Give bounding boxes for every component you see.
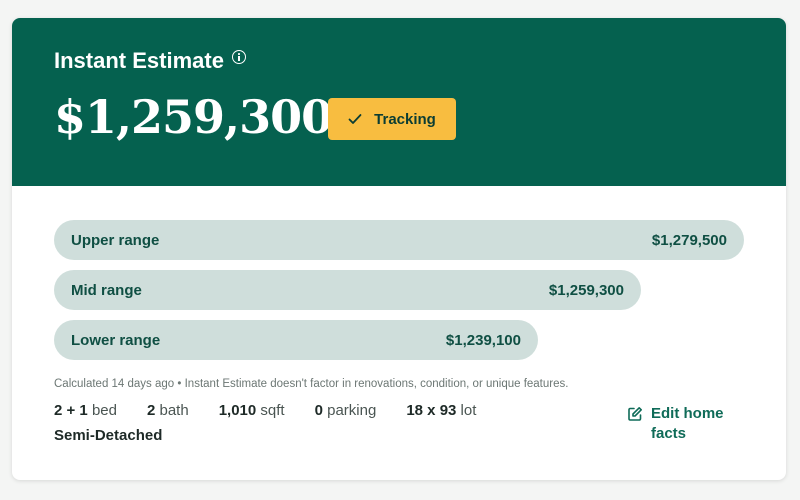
estimate-price: $1,259,300 [54,90,333,144]
mid-range-bar: Mid range $1,259,300 [54,270,641,310]
lower-range-value: $1,239,100 [445,331,521,349]
fact-baths-unit: bath [159,402,189,419]
fact-lot-unit: lot [460,402,477,419]
home-type: Semi-Detached [54,427,163,444]
estimate-note: Calculated 14 days ago • Instant Estimat… [54,378,569,390]
fact-sqft-unit: sqft [260,402,285,419]
mid-range-value: $1,259,300 [548,281,624,299]
upper-range-label: Upper range [71,231,160,249]
fact-baths: 2 bath [147,402,189,419]
lower-range-label: Lower range [71,331,161,349]
fact-parking: 0 parking [315,402,377,419]
edit-icon [628,407,642,421]
upper-range-value: $1,279,500 [651,231,727,249]
edit-home-facts-link[interactable]: Edit home facts [627,404,737,444]
estimate-title-row: Instant Estimate [54,48,246,74]
edit-home-facts-label: Edit home facts [651,405,724,442]
fact-lot-value: 18 x 93 [406,402,457,419]
check-icon [348,114,362,124]
fact-lot: 18 x 93 lot [406,402,476,419]
tracking-button[interactable]: Tracking [328,98,456,140]
fact-baths-value: 2 [146,402,156,419]
home-facts: 2 + 1 bed 2 bath 1,010 sqft 0 parking 18… [54,402,506,419]
fact-sqft-value: 1,010 [218,402,257,419]
fact-beds-value: 2 + 1 [54,402,88,419]
mid-range-label: Mid range [71,281,142,299]
upper-range-bar: Upper range $1,279,500 [54,220,744,260]
tracking-label: Tracking [374,110,436,128]
fact-parking-value: 0 [314,402,323,419]
fact-beds-unit: bed [91,402,117,419]
fact-sqft: 1,010 sqft [219,402,285,419]
fact-parking-unit: parking [327,402,377,419]
lower-range-bar: Lower range $1,239,100 [54,320,538,360]
estimate-title: Instant Estimate [54,48,224,73]
estimate-card: Instant Estimate $1,259,300 Tracking Upp… [12,18,786,480]
estimate-header: Instant Estimate $1,259,300 Tracking [12,18,786,186]
info-icon[interactable] [231,50,246,64]
fact-beds: 2 + 1 bed [54,402,117,419]
